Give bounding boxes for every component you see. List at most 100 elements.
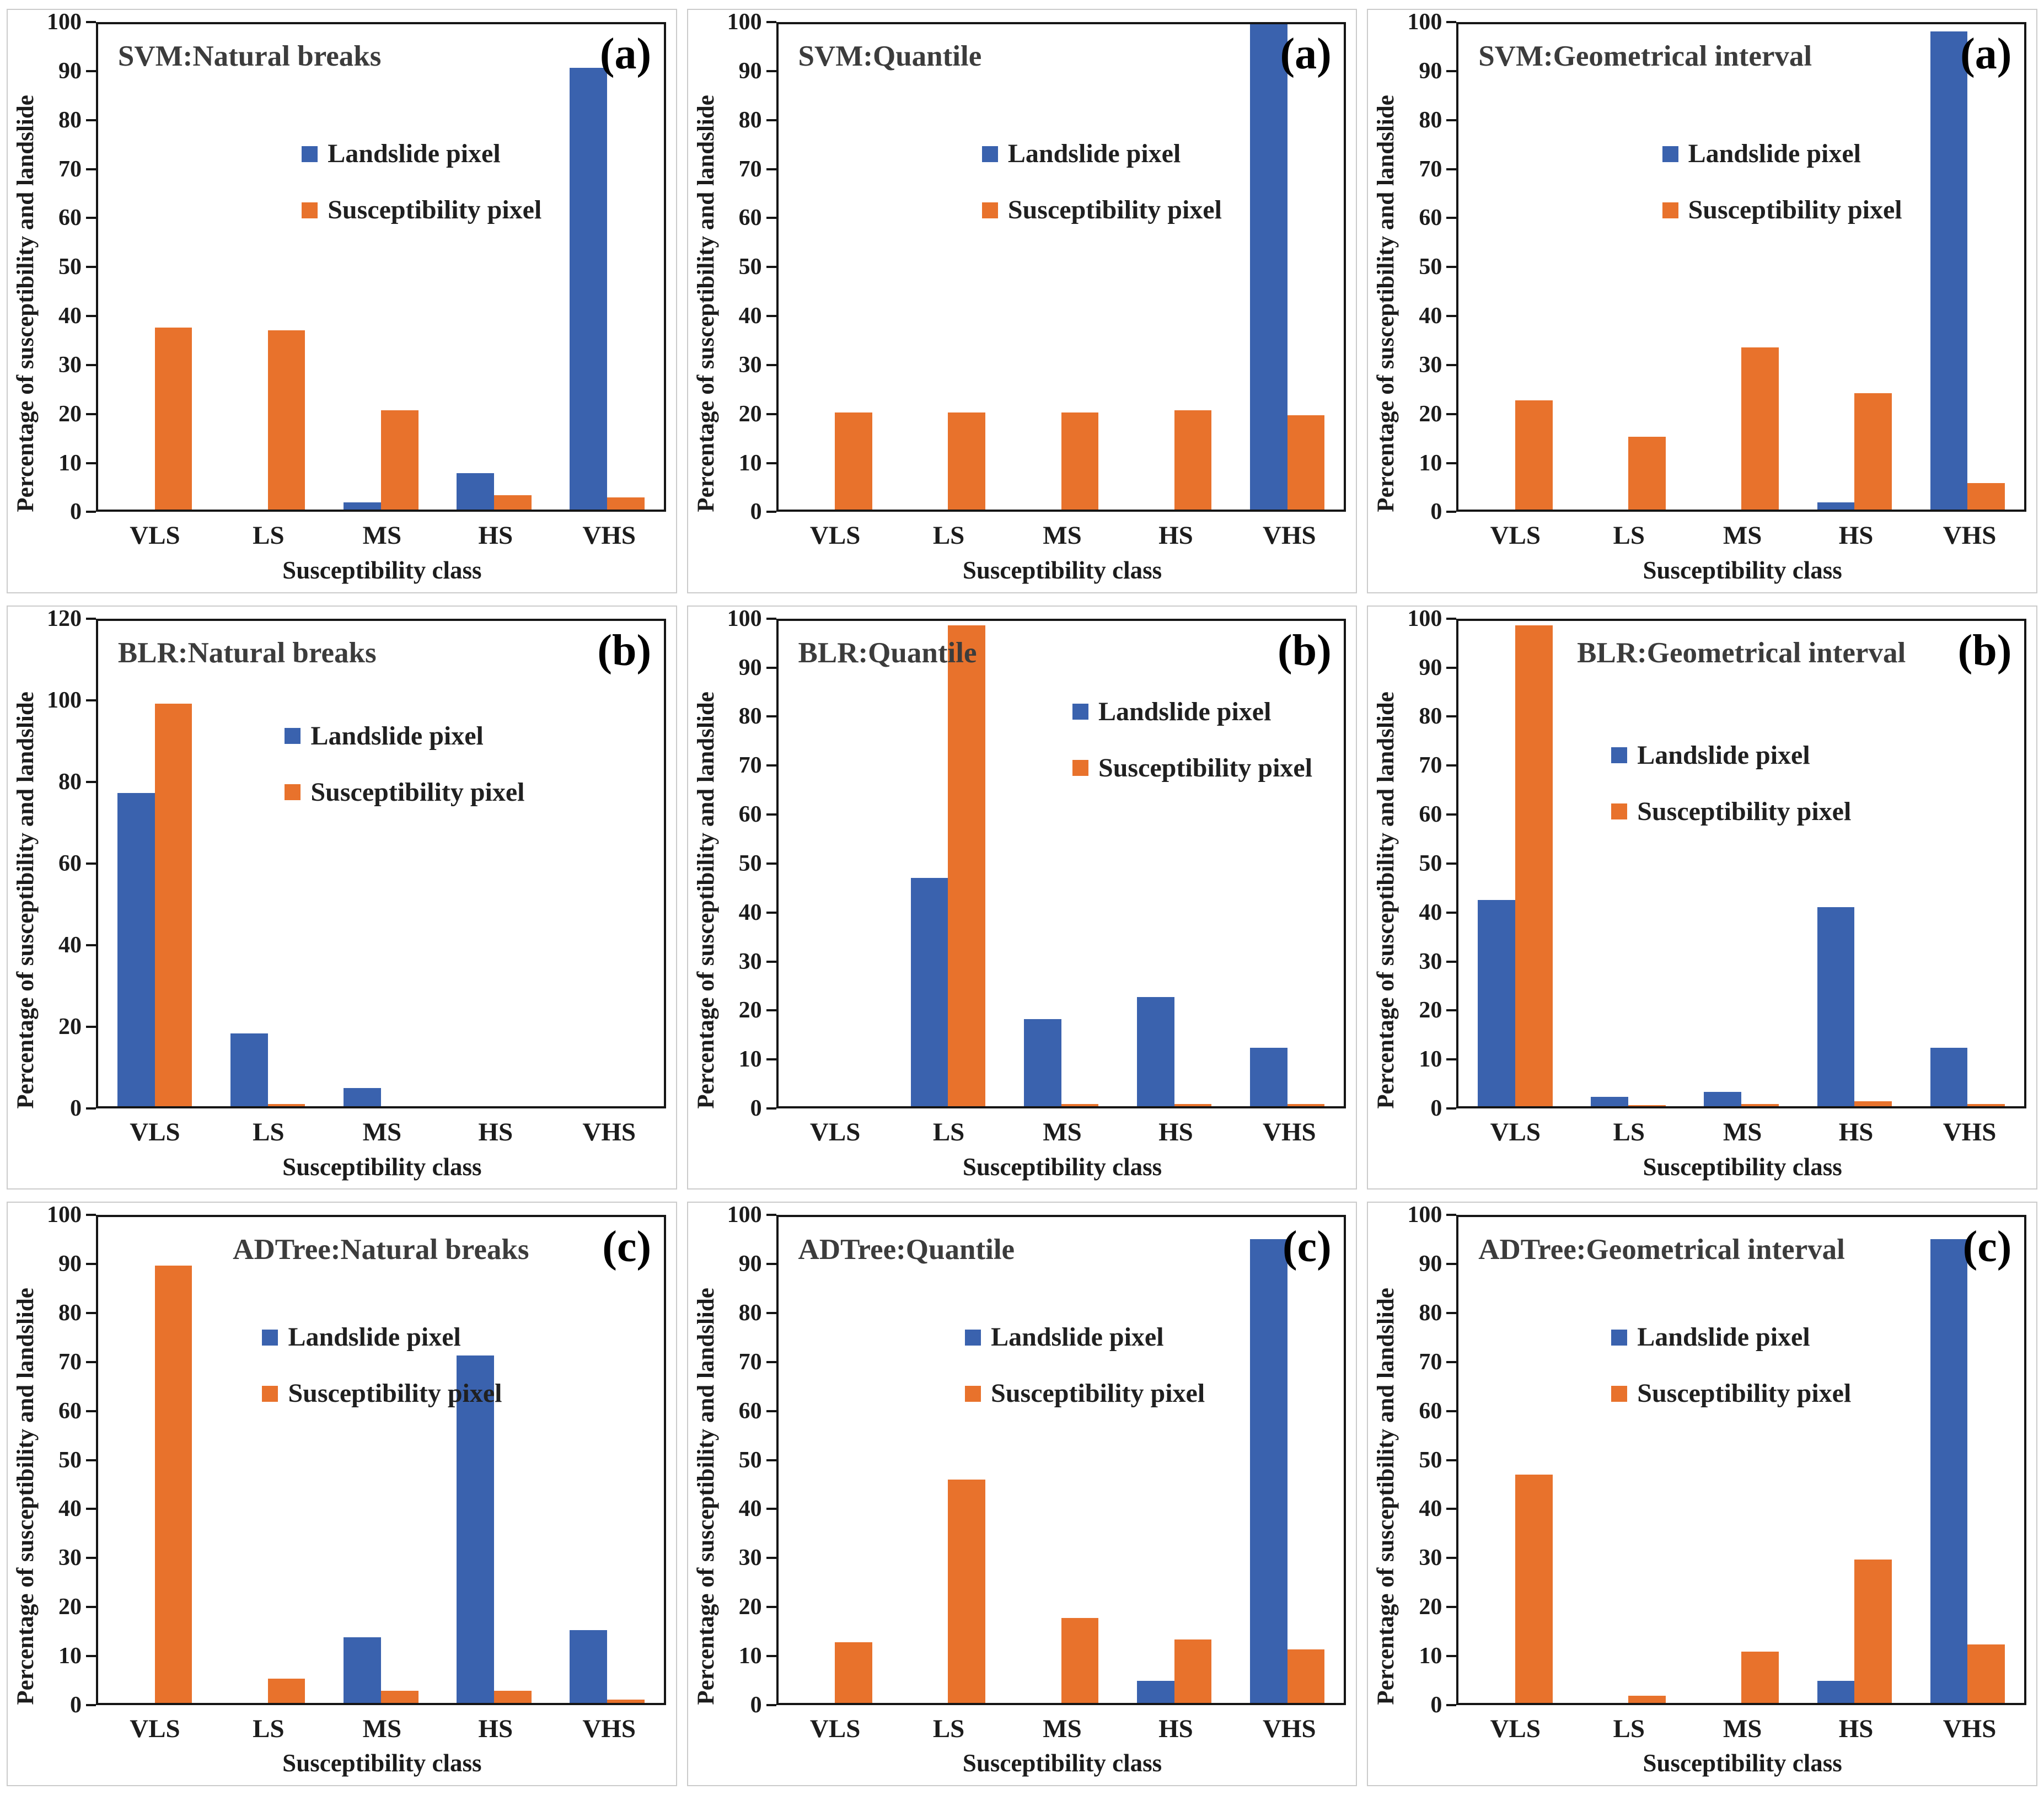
y-axis-title: Percentage of susceptibility and landsli… bbox=[1373, 1288, 1399, 1706]
susceptibility-bar-vls bbox=[154, 1266, 192, 1703]
axis-plot-row: 0 10 20 30 40 50 60 70 80 90 100 SVM:Natural breaks… bbox=[44, 10, 666, 523]
legend: Landslide pixel Susceptibility pixel bbox=[285, 722, 525, 806]
chart-main: 0 10 20 30 40 50 60 70 80 90 100 ADTree:Natural bre… bbox=[44, 1203, 666, 1778]
bar-series-container bbox=[779, 24, 1344, 510]
x-category-label-ms: MS bbox=[1723, 521, 1762, 550]
legend-item-susceptibility: Susceptibility pixel bbox=[1662, 197, 1902, 223]
x-category-label-ms: MS bbox=[362, 1118, 402, 1147]
y-tick-mark bbox=[766, 715, 776, 718]
y-axis-title: Percentage of susceptibility and landsli… bbox=[693, 1288, 719, 1706]
legend-label: Landslide pixel bbox=[1637, 1322, 1810, 1352]
chart-main: 0 10 20 30 40 50 60 70 80 90 100 SVM:Natural breaks… bbox=[44, 10, 666, 586]
y-tick-label: 0 bbox=[1430, 1096, 1442, 1122]
bar-group-vls bbox=[779, 1217, 892, 1703]
x-category-label-ls: LS bbox=[253, 1714, 285, 1743]
y-tick-mark bbox=[86, 1312, 96, 1315]
landslide-bar-hs bbox=[1136, 1681, 1174, 1703]
panel-letter-label: (c) bbox=[1962, 1223, 2012, 1272]
y-tick-mark bbox=[766, 1410, 776, 1412]
y-tick-mark bbox=[766, 1360, 776, 1363]
landslide-bar-hs bbox=[1136, 997, 1174, 1107]
bar-group-hs bbox=[1118, 1217, 1231, 1703]
bar-group-ls bbox=[211, 1217, 324, 1703]
y-tick-mark bbox=[766, 813, 776, 816]
y-tick-mark bbox=[766, 1058, 776, 1061]
y-tick-mark bbox=[1446, 1654, 1457, 1657]
bar-group-vls bbox=[98, 621, 211, 1107]
x-axis-title: Susceptibility class bbox=[282, 1749, 482, 1777]
y-tick-label: 80 bbox=[58, 107, 82, 133]
y-tick-mark bbox=[766, 1459, 776, 1461]
landslide-swatch-icon bbox=[262, 1329, 278, 1346]
y-tick-mark bbox=[86, 412, 96, 415]
y-tick-mark bbox=[766, 666, 776, 669]
susceptibility-bar-vhs bbox=[1287, 1649, 1325, 1703]
y-tick-label: 30 bbox=[738, 352, 762, 378]
legend-label: Susceptibility pixel bbox=[328, 195, 542, 225]
y-tick-label: 30 bbox=[58, 1545, 82, 1571]
y-tick-mark bbox=[1446, 715, 1457, 718]
y-tick-label: 60 bbox=[1419, 802, 1442, 828]
x-category-label-vhs: VHS bbox=[582, 1714, 636, 1743]
y-tick-label: 40 bbox=[58, 303, 82, 329]
axis-plot-row: 0 10 20 30 40 50 60 70 80 90 100 BLR:Quantile (b) Lan… bbox=[725, 607, 1346, 1120]
susceptibility-bar-hs bbox=[493, 495, 532, 510]
susceptibility-bar-ms bbox=[1061, 1617, 1099, 1703]
x-axis-title: Susceptibility class bbox=[282, 556, 482, 585]
landslide-bar-vhs bbox=[1250, 24, 1287, 510]
chart-title: SVM:Geometrical interval bbox=[1478, 40, 1812, 73]
y-tick-label: 60 bbox=[738, 802, 762, 828]
x-category-label-ls: LS bbox=[932, 521, 965, 550]
y-tick-mark bbox=[86, 1360, 96, 1363]
y-tick-label: 50 bbox=[738, 850, 762, 876]
bar-series-container bbox=[779, 1217, 1344, 1703]
y-tick-mark bbox=[1446, 363, 1457, 366]
y-tick-label: 100 bbox=[727, 606, 762, 631]
y-tick-label: 100 bbox=[47, 687, 82, 713]
legend-item-landslide: Landslide pixel bbox=[1072, 698, 1312, 725]
x-category-label-hs: HS bbox=[1838, 1118, 1874, 1147]
y-tick-mark bbox=[86, 617, 96, 620]
y-tick-label: 90 bbox=[738, 1251, 762, 1277]
panel-letter-label: (a) bbox=[599, 30, 652, 79]
x-category-label-ls: LS bbox=[1613, 521, 1645, 550]
susceptibility-bar-vls bbox=[835, 1642, 872, 1703]
y-tick-label: 90 bbox=[1419, 58, 1442, 84]
y-tick-label: 40 bbox=[1419, 303, 1442, 329]
y-tick-label: 40 bbox=[738, 303, 762, 329]
x-axis-title: Susceptibility class bbox=[282, 1153, 482, 1181]
landslide-swatch-icon bbox=[1611, 747, 1628, 764]
susceptibility-bar-ms bbox=[1061, 1103, 1099, 1107]
bar-group-ms bbox=[324, 621, 437, 1107]
y-tick-mark bbox=[1446, 764, 1457, 767]
legend-item-susceptibility: Susceptibility pixel bbox=[302, 197, 541, 223]
y-tick-mark bbox=[86, 1459, 96, 1461]
bar-group-ms bbox=[1685, 621, 1798, 1107]
y-axis: 0 10 20 30 40 50 60 70 80 90 100 bbox=[1404, 607, 1457, 1120]
y-tick-mark bbox=[766, 1263, 776, 1266]
y-tick-label: 40 bbox=[738, 899, 762, 925]
y-tick-mark bbox=[1446, 1360, 1457, 1363]
legend-label: Susceptibility pixel bbox=[991, 1379, 1205, 1408]
y-tick-mark bbox=[1446, 1508, 1457, 1510]
x-category-label-ls: LS bbox=[253, 521, 285, 550]
y-tick-label: 30 bbox=[1419, 1545, 1442, 1571]
y-tick-label: 80 bbox=[738, 1300, 762, 1326]
x-axis-title: Susceptibility class bbox=[962, 556, 1162, 585]
plot-area: ADTree:Natural breaks (c) Landslide pixel S… bbox=[96, 1215, 666, 1705]
y-tick-label: 80 bbox=[1419, 704, 1442, 730]
legend-item-landslide: Landslide pixel bbox=[981, 141, 1222, 167]
x-axis-category-labels: VLS LS MS HS VHS bbox=[98, 1108, 666, 1147]
y-axis: 0 10 20 30 40 50 60 70 80 90 100 bbox=[725, 10, 776, 523]
susceptibility-bar-vls bbox=[1515, 1474, 1553, 1703]
x-category-label-ls: LS bbox=[253, 1118, 285, 1147]
x-axis-title: Susceptibility class bbox=[962, 1153, 1162, 1181]
y-tick-label: 100 bbox=[1407, 9, 1442, 35]
legend-item-landslide: Landslide pixel bbox=[965, 1324, 1205, 1351]
y-tick-mark bbox=[1446, 1263, 1457, 1266]
legend: Landslide pixel Susceptibility pixel bbox=[1611, 1324, 1851, 1407]
y-tick-label: 80 bbox=[58, 769, 82, 795]
chart-main: 0 10 20 30 40 50 60 70 80 90 100 SVM:Quantile (a) Lan… bbox=[725, 10, 1346, 586]
chart-panel-6: Percentage of susceptibility and landsli… bbox=[1367, 605, 2037, 1190]
